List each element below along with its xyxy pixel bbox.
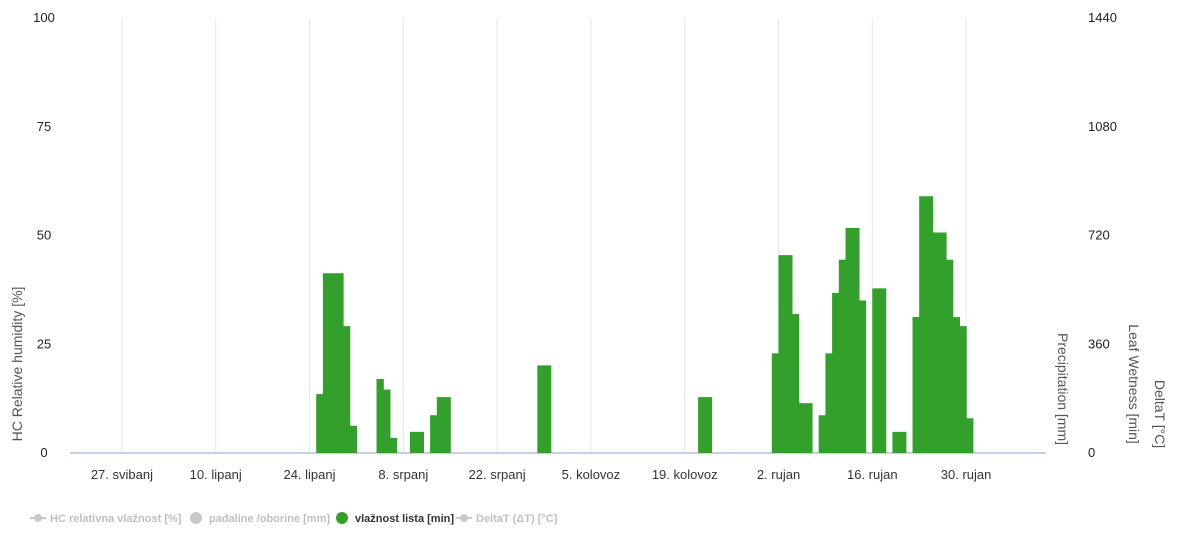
x-tick-label: 30. rujan: [941, 467, 992, 482]
bar[interactable]: [544, 365, 552, 453]
x-tick-label: 16. rujan: [847, 467, 898, 482]
bar[interactable]: [798, 403, 806, 453]
legend-circle-icon: [336, 512, 348, 524]
precipitation-axis-title: Precipitation [mm]: [1055, 333, 1071, 445]
x-axis-ticks: 27. svibanj 10. lipanj 24. lipanj 8. srpanj…: [91, 467, 992, 482]
bar[interactable]: [389, 437, 398, 453]
legend-marker-icon: [460, 514, 468, 522]
x-tick-label: 19. kolovoz: [652, 467, 718, 482]
right-tick-label: 360: [1088, 336, 1110, 351]
bar[interactable]: [383, 389, 391, 453]
bar[interactable]: [899, 431, 907, 453]
bar[interactable]: [805, 403, 813, 453]
bar[interactable]: [879, 288, 887, 453]
legend-item[interactable]: vlažnost lista [min]: [336, 512, 454, 525]
left-tick-label: 50: [37, 228, 51, 243]
bar[interactable]: [925, 196, 934, 454]
bar[interactable]: [771, 353, 780, 453]
leaf-wetness-axis-title: Leaf Wetness [min]: [1126, 324, 1142, 444]
legend-item[interactable]: padaline /oborine [mm]: [190, 512, 330, 525]
bar[interactable]: [778, 255, 786, 453]
right-tick-label: 1440: [1088, 10, 1117, 25]
legend-marker-icon: [34, 514, 42, 522]
legend-label: HC relativna vlažnost [%]: [50, 513, 182, 525]
x-tick-label: 27. svibanj: [91, 467, 153, 482]
bar[interactable]: [322, 273, 331, 453]
bar[interactable]: [430, 415, 438, 453]
right-axis-ticks: 0 360 720 1080 1440: [1088, 10, 1117, 460]
bar[interactable]: [946, 259, 954, 453]
x-tick-label: 22. srpanj: [469, 467, 526, 482]
bar[interactable]: [537, 365, 545, 453]
bar[interactable]: [838, 259, 847, 453]
bar[interactable]: [785, 255, 793, 453]
left-tick-label: 75: [37, 119, 51, 134]
right-tick-label: 0: [1088, 445, 1095, 460]
bar[interactable]: [698, 397, 706, 453]
bar[interactable]: [845, 227, 853, 453]
bar-series: [316, 196, 974, 454]
bar[interactable]: [858, 300, 867, 453]
bar[interactable]: [376, 378, 384, 453]
bar[interactable]: [336, 273, 344, 453]
bar[interactable]: [316, 394, 324, 453]
bar[interactable]: [832, 292, 840, 453]
legend-label: padaline /oborine [mm]: [209, 513, 330, 525]
legend-label: vlažnost lista [min]: [355, 513, 454, 525]
left-tick-label: 100: [33, 10, 55, 25]
x-tick-label: 5. kolovoz: [562, 467, 621, 482]
legend-item[interactable]: DeltaT (ΔT) [°C]: [456, 513, 558, 525]
x-tick-label: 2. rujan: [757, 467, 800, 482]
bar[interactable]: [343, 326, 351, 454]
right-tick-label: 720: [1088, 228, 1110, 243]
bar[interactable]: [959, 326, 967, 454]
bar[interactable]: [825, 353, 833, 453]
left-tick-label: 25: [37, 336, 51, 351]
bar[interactable]: [892, 431, 900, 453]
bar[interactable]: [939, 232, 947, 453]
x-tick-label: 8. srpanj: [378, 467, 428, 482]
bar[interactable]: [818, 415, 826, 453]
bar[interactable]: [443, 397, 451, 453]
left-axis-title: HC Relative humidity [%]: [9, 287, 25, 442]
legend: HC relativna vlažnost [%] padaline /obori…: [30, 512, 558, 525]
bar[interactable]: [791, 314, 800, 453]
bar[interactable]: [912, 317, 920, 453]
deltat-axis-title: DeltaT [°C]: [1152, 380, 1168, 448]
bar[interactable]: [952, 317, 960, 453]
bar[interactable]: [932, 232, 940, 453]
x-tick-label: 10. lipanj: [190, 467, 242, 482]
right-tick-label: 1080: [1088, 119, 1117, 134]
bar[interactable]: [872, 288, 880, 453]
bar[interactable]: [436, 397, 445, 453]
bar[interactable]: [852, 227, 860, 453]
bar[interactable]: [329, 273, 337, 453]
legend-circle-icon: [190, 512, 202, 524]
x-tick-label: 24. lipanj: [283, 467, 335, 482]
bar[interactable]: [966, 418, 974, 453]
bar[interactable]: [919, 196, 927, 454]
bar[interactable]: [416, 431, 424, 453]
bar[interactable]: [349, 425, 357, 453]
left-axis-ticks: 0 25 50 75 100: [33, 10, 55, 460]
left-tick-label: 0: [40, 445, 47, 460]
bar[interactable]: [410, 431, 418, 453]
legend-label: DeltaT (ΔT) [°C]: [476, 513, 558, 525]
legend-item[interactable]: HC relativna vlažnost [%]: [30, 513, 182, 525]
bar[interactable]: [704, 397, 713, 453]
